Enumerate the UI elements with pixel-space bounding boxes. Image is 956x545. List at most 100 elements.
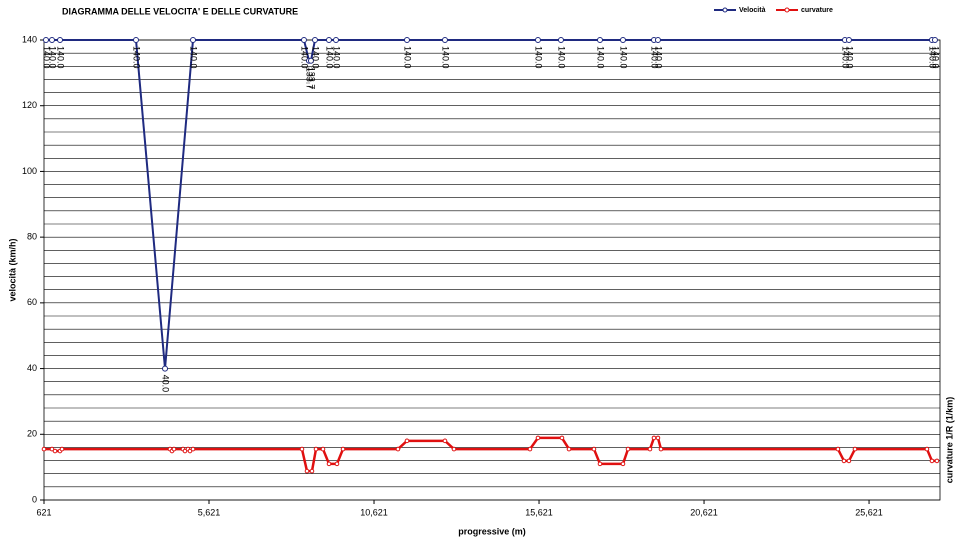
marker [596,37,603,43]
data-label: 133.7 [307,67,317,90]
data-label: 140.0 [311,46,321,69]
data-label: 140.0 [619,46,629,69]
x-tick-label: 621 [36,507,51,517]
marker [655,435,661,441]
y-tick-label: 20 [27,429,37,439]
marker [320,446,326,452]
y-tick-label: 100 [22,166,37,176]
marker [182,448,188,454]
marker [591,446,597,452]
y-tick-label: 0 [32,494,37,504]
marker [441,37,448,43]
marker [57,37,64,43]
data-label: 140.0 [596,46,606,69]
marker [334,461,340,467]
marker [42,37,49,43]
marker [658,446,664,452]
data-label: 140.0 [48,46,58,69]
data-label: 140.0 [332,46,342,69]
x-tick-label: 5,621 [198,507,221,517]
data-label: 140.0 [845,46,855,69]
marker [190,446,196,452]
marker [451,446,457,452]
y-tick-label: 80 [27,232,37,242]
marker [309,468,315,474]
chart-title: DIAGRAMMA DELLE VELOCITA' E DELLE CURVAT… [62,6,298,16]
marker [535,435,541,441]
line [45,39,935,369]
marker [313,446,319,452]
legend-label: curvature [801,7,833,14]
marker [395,446,401,452]
data-label: 140.0 [403,46,413,69]
legend-marker [722,7,728,13]
marker [325,37,332,43]
marker [187,448,193,454]
marker [619,37,626,43]
marker [924,446,930,452]
data-label: 140.0 [56,46,66,69]
marker [41,446,47,452]
data-label: 140.0 [931,46,941,69]
data-label: 40.0 [161,375,171,393]
marker [651,435,657,441]
data-label: 140.0 [928,46,938,69]
marker [311,37,318,43]
marker [835,446,841,452]
marker [620,461,626,467]
marker [931,37,938,43]
legend-marker [784,7,790,13]
legend-label: Velocità [739,7,766,14]
marker [48,37,55,43]
y-tick-label: 120 [22,100,37,110]
y-tick-label: 60 [27,297,37,307]
marker [846,458,852,464]
x-axis-label: progressive (m) [458,526,526,536]
data-label: 140.0 [557,46,567,69]
marker [647,446,653,452]
data-label: 140.0 [325,46,335,69]
marker [171,446,177,452]
data-label: 140.0 [300,46,310,69]
data-label: 140.0 [841,46,851,69]
marker [333,37,340,43]
marker [557,37,564,43]
marker [534,37,541,43]
data-label: 140.0 [42,46,52,69]
marker [49,446,55,452]
marker [625,446,631,452]
marker [190,37,197,43]
marker [52,448,58,454]
marker [300,37,307,43]
marker [162,365,169,372]
marker [307,57,314,64]
marker [841,458,847,464]
marker [404,438,410,444]
data-label: 140.0 [441,46,451,69]
marker [597,461,603,467]
data-label: 140.0 [189,46,199,69]
data-label: 140.0 [650,46,660,69]
data-label: 140.0 [534,46,544,69]
marker [845,37,852,43]
marker [133,37,140,43]
data-label: 133.7 [305,67,315,90]
data-label: 140.0 [654,46,664,69]
marker [326,461,332,467]
marker [929,458,935,464]
marker [559,435,565,441]
marker [566,446,572,452]
marker [527,446,533,452]
x-tick-label: 25,621 [855,507,883,517]
marker [304,468,310,474]
y2-axis-label: curvature 1/R (1/km) [944,397,954,484]
marker [654,37,661,43]
x-tick-label: 15,621 [525,507,553,517]
marker [299,446,305,452]
marker [442,438,448,444]
marker [934,458,940,464]
marker [403,37,410,43]
marker [852,446,858,452]
